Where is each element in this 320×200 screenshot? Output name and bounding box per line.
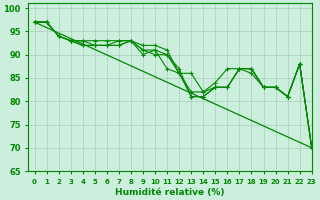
X-axis label: Humidité relative (%): Humidité relative (%) xyxy=(115,188,225,197)
